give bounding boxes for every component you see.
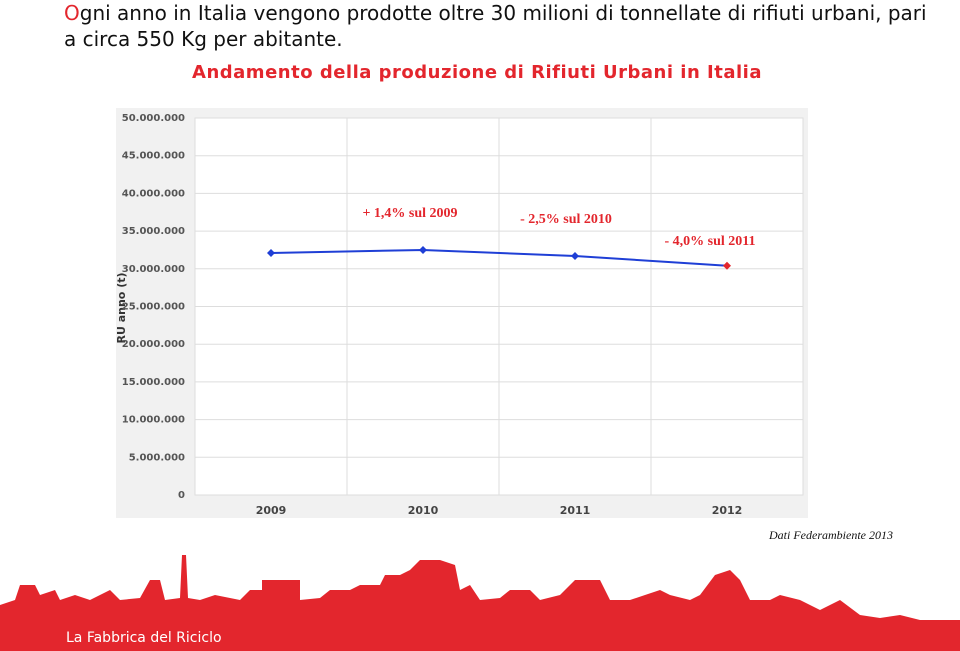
- y-tick-label: 50.000.000: [122, 113, 185, 124]
- x-tick-label: 2009: [256, 504, 287, 517]
- data-point: [267, 248, 275, 257]
- y-tick-label: 45.000.000: [122, 151, 185, 162]
- y-axis-label: RU anno (t): [115, 272, 128, 343]
- y-tick-label: 35.000.000: [122, 226, 185, 237]
- intro-body: gni anno in Italia vengono prodotte oltr…: [64, 1, 927, 51]
- y-tick-label: 10.000.000: [122, 415, 185, 426]
- y-tick-label: 30.000.000: [122, 264, 185, 275]
- x-tick-label: 2010: [408, 504, 439, 517]
- data-line: [270, 248, 728, 267]
- source-note: Dati Federambiente 2013: [768, 528, 893, 542]
- annotation: - 2,5% sul 2010: [520, 212, 612, 227]
- data-point: [571, 251, 579, 260]
- footer-text: La Fabbrica del Riciclo: [66, 630, 222, 646]
- data-point: [723, 261, 731, 270]
- annotation: + 1,4% sul 2009: [362, 206, 457, 221]
- y-tick-label: 5.000.000: [129, 452, 185, 463]
- x-tick-label: 2012: [712, 504, 743, 517]
- annotation: - 4,0% sul 2011: [664, 234, 755, 249]
- x-tick-label: 2011: [560, 504, 591, 517]
- y-tick-label: 25.000.000: [122, 302, 185, 313]
- y-tick-label: 0: [178, 490, 185, 501]
- chart-title: Andamento della produzione di Rifiuti Ur…: [192, 62, 762, 83]
- intro-text: Ogni anno in Italia vengono prodotte olt…: [64, 0, 944, 52]
- intro-initial: O: [64, 1, 80, 25]
- y-tick-label: 20.000.000: [122, 339, 185, 350]
- skyline: [0, 555, 960, 651]
- data-point: [419, 245, 427, 254]
- y-tick-label: 40.000.000: [122, 188, 185, 199]
- y-tick-label: 15.000.000: [122, 377, 185, 388]
